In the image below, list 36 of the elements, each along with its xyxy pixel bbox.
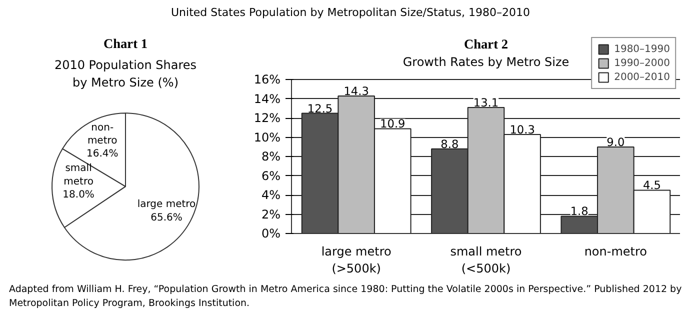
slice-label: non- metro bbox=[87, 122, 118, 147]
legend-label: 1980–1990 bbox=[614, 43, 670, 55]
y-tick-label: 0% bbox=[261, 226, 281, 240]
data-label: 4.5 bbox=[642, 178, 661, 192]
data-label: 14.3 bbox=[344, 84, 369, 98]
data-label: 9.0 bbox=[606, 134, 625, 149]
x-tick-label: non-metro bbox=[584, 244, 648, 258]
legend-label: 2000–2010 bbox=[614, 71, 670, 83]
text: United States Population by Metropolitan Size/Status, 1980–2010 bbox=[170, 5, 530, 21]
y-tick-label: 10% bbox=[254, 130, 280, 144]
chart-subtitle: 2010 Population Shares by Metro Size (%) bbox=[54, 58, 197, 90]
y-tick-label: 6% bbox=[261, 168, 281, 183]
y-tick-label: 4% bbox=[261, 188, 281, 202]
chart-title: Chart 2 bbox=[464, 36, 508, 52]
data-label: 12.5 bbox=[307, 101, 333, 116]
y-tick-label: 8% bbox=[261, 150, 281, 164]
slice-label: large metro bbox=[137, 199, 196, 210]
data-label: 18.0% bbox=[62, 190, 94, 201]
y-tick-label: 14% bbox=[254, 92, 280, 106]
data-label: 10.9 bbox=[380, 116, 406, 131]
x-tick-label: large metro (>500k) bbox=[321, 244, 392, 276]
y-tick-label: 12% bbox=[254, 111, 280, 126]
text: Adapted from William H. Frey, “Population Growth in Metro America since 1980: Putting the Volatile 2000s in Perspective.” Published 2012 by Metropolitan Policy Program, Brookings Institution. bbox=[9, 283, 683, 310]
data-label: 8.8 bbox=[440, 136, 459, 151]
legend-label: 1990–2000 bbox=[614, 57, 670, 69]
slice-label: small metro bbox=[64, 163, 94, 188]
data-label: 13.1 bbox=[473, 96, 499, 110]
data-label: 10.3 bbox=[510, 122, 535, 136]
data-label: 65.6% bbox=[150, 212, 182, 224]
data-label: 1.8 bbox=[570, 204, 588, 218]
y-tick-label: 16% bbox=[254, 72, 280, 87]
x-tick-label: small metro (<500k) bbox=[450, 244, 522, 276]
data-label: 16.4% bbox=[86, 148, 118, 160]
y-tick-label: 2% bbox=[261, 207, 281, 222]
chart-subtitle: Growth Rates by Metro Size bbox=[402, 55, 570, 70]
chart-title: Chart 1 bbox=[103, 36, 148, 51]
